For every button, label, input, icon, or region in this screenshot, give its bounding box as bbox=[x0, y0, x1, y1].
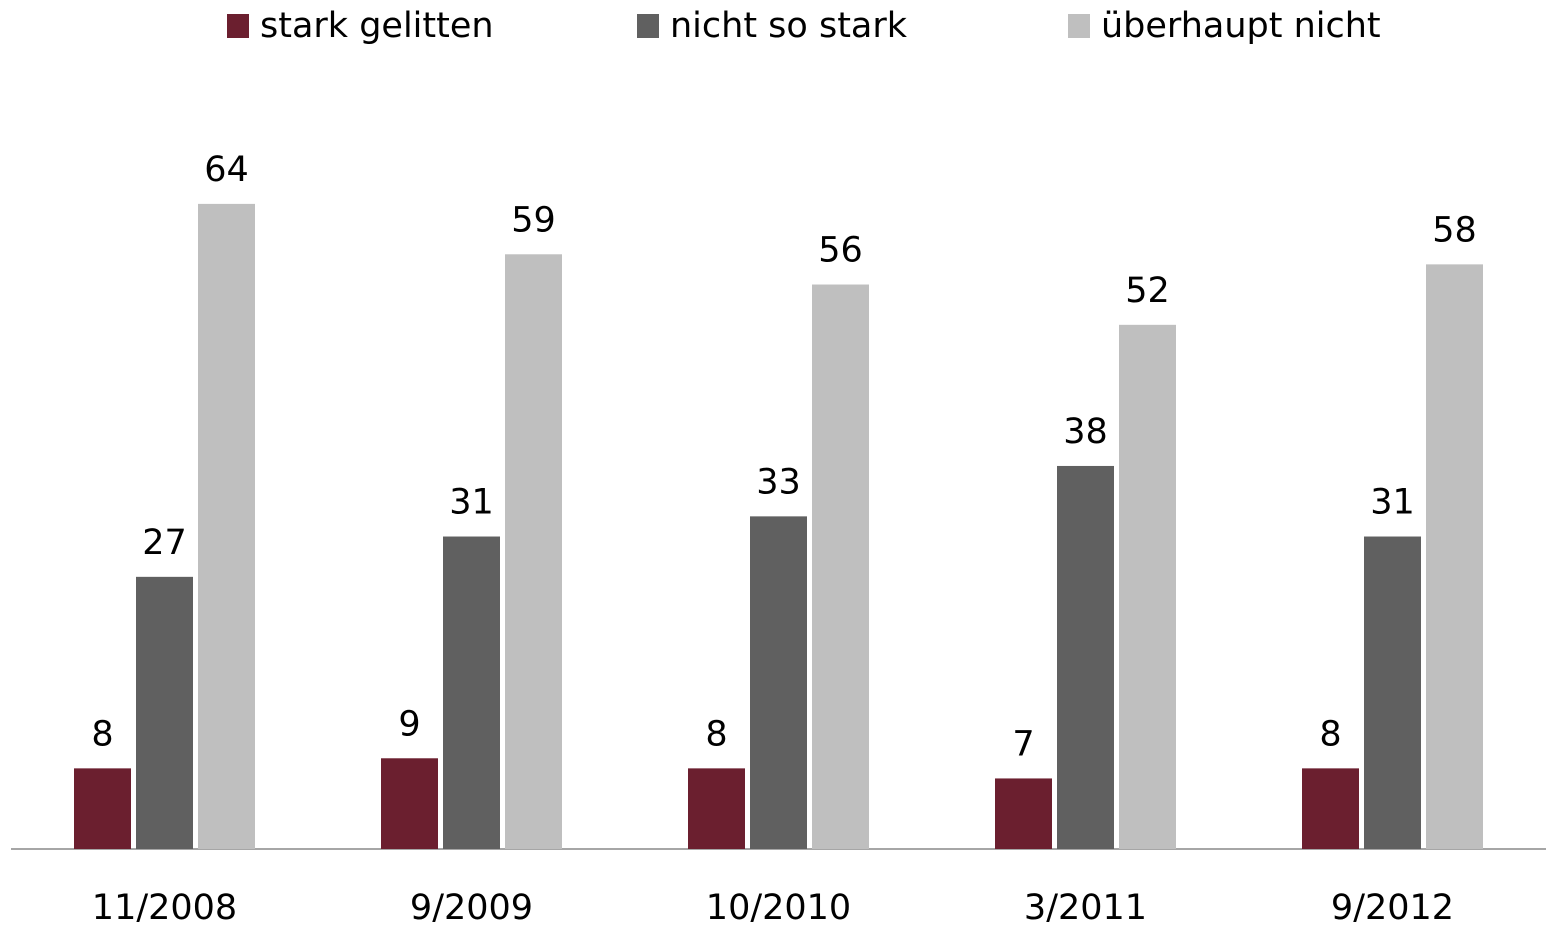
legend-label: nicht so stark bbox=[670, 6, 908, 46]
bar bbox=[74, 768, 131, 849]
bar bbox=[381, 758, 438, 849]
data-label: 33 bbox=[756, 462, 801, 502]
data-label: 56 bbox=[818, 231, 863, 271]
data-label: 8 bbox=[705, 714, 727, 754]
bar bbox=[198, 203, 255, 849]
bar bbox=[1426, 264, 1483, 849]
legend-swatch bbox=[1068, 14, 1090, 38]
bar bbox=[812, 284, 869, 849]
data-label: 8 bbox=[91, 714, 113, 754]
data-label: 58 bbox=[1432, 210, 1477, 250]
legend-swatch bbox=[637, 14, 659, 38]
legend-label: stark gelitten bbox=[260, 6, 494, 46]
data-label: 64 bbox=[204, 150, 249, 190]
bar bbox=[1364, 536, 1421, 849]
bar bbox=[1119, 324, 1176, 850]
bar bbox=[995, 778, 1052, 849]
bar bbox=[136, 576, 193, 849]
data-label: 7 bbox=[1012, 724, 1034, 764]
x-tick-label: 9/2009 bbox=[410, 888, 533, 927]
data-label: 59 bbox=[511, 200, 556, 240]
data-label: 38 bbox=[1063, 412, 1108, 452]
x-tick-label: 10/2010 bbox=[706, 888, 851, 927]
bar bbox=[750, 516, 807, 849]
legend-swatch bbox=[227, 14, 249, 38]
x-tick-label: 9/2012 bbox=[1331, 888, 1454, 927]
data-label: 31 bbox=[1370, 483, 1415, 523]
data-label: 31 bbox=[449, 483, 494, 523]
x-tick-label: 11/2008 bbox=[92, 888, 237, 927]
data-label: 27 bbox=[142, 523, 187, 563]
data-label: 52 bbox=[1125, 271, 1170, 311]
legend-label: überhaupt nicht bbox=[1101, 6, 1381, 46]
bar bbox=[443, 536, 500, 849]
data-label: 9 bbox=[398, 704, 420, 744]
bar bbox=[505, 254, 562, 849]
data-label: 8 bbox=[1319, 714, 1341, 754]
bar bbox=[1302, 768, 1359, 849]
bar bbox=[1057, 465, 1114, 849]
x-tick-label: 3/2011 bbox=[1024, 888, 1147, 927]
bar bbox=[688, 768, 745, 849]
